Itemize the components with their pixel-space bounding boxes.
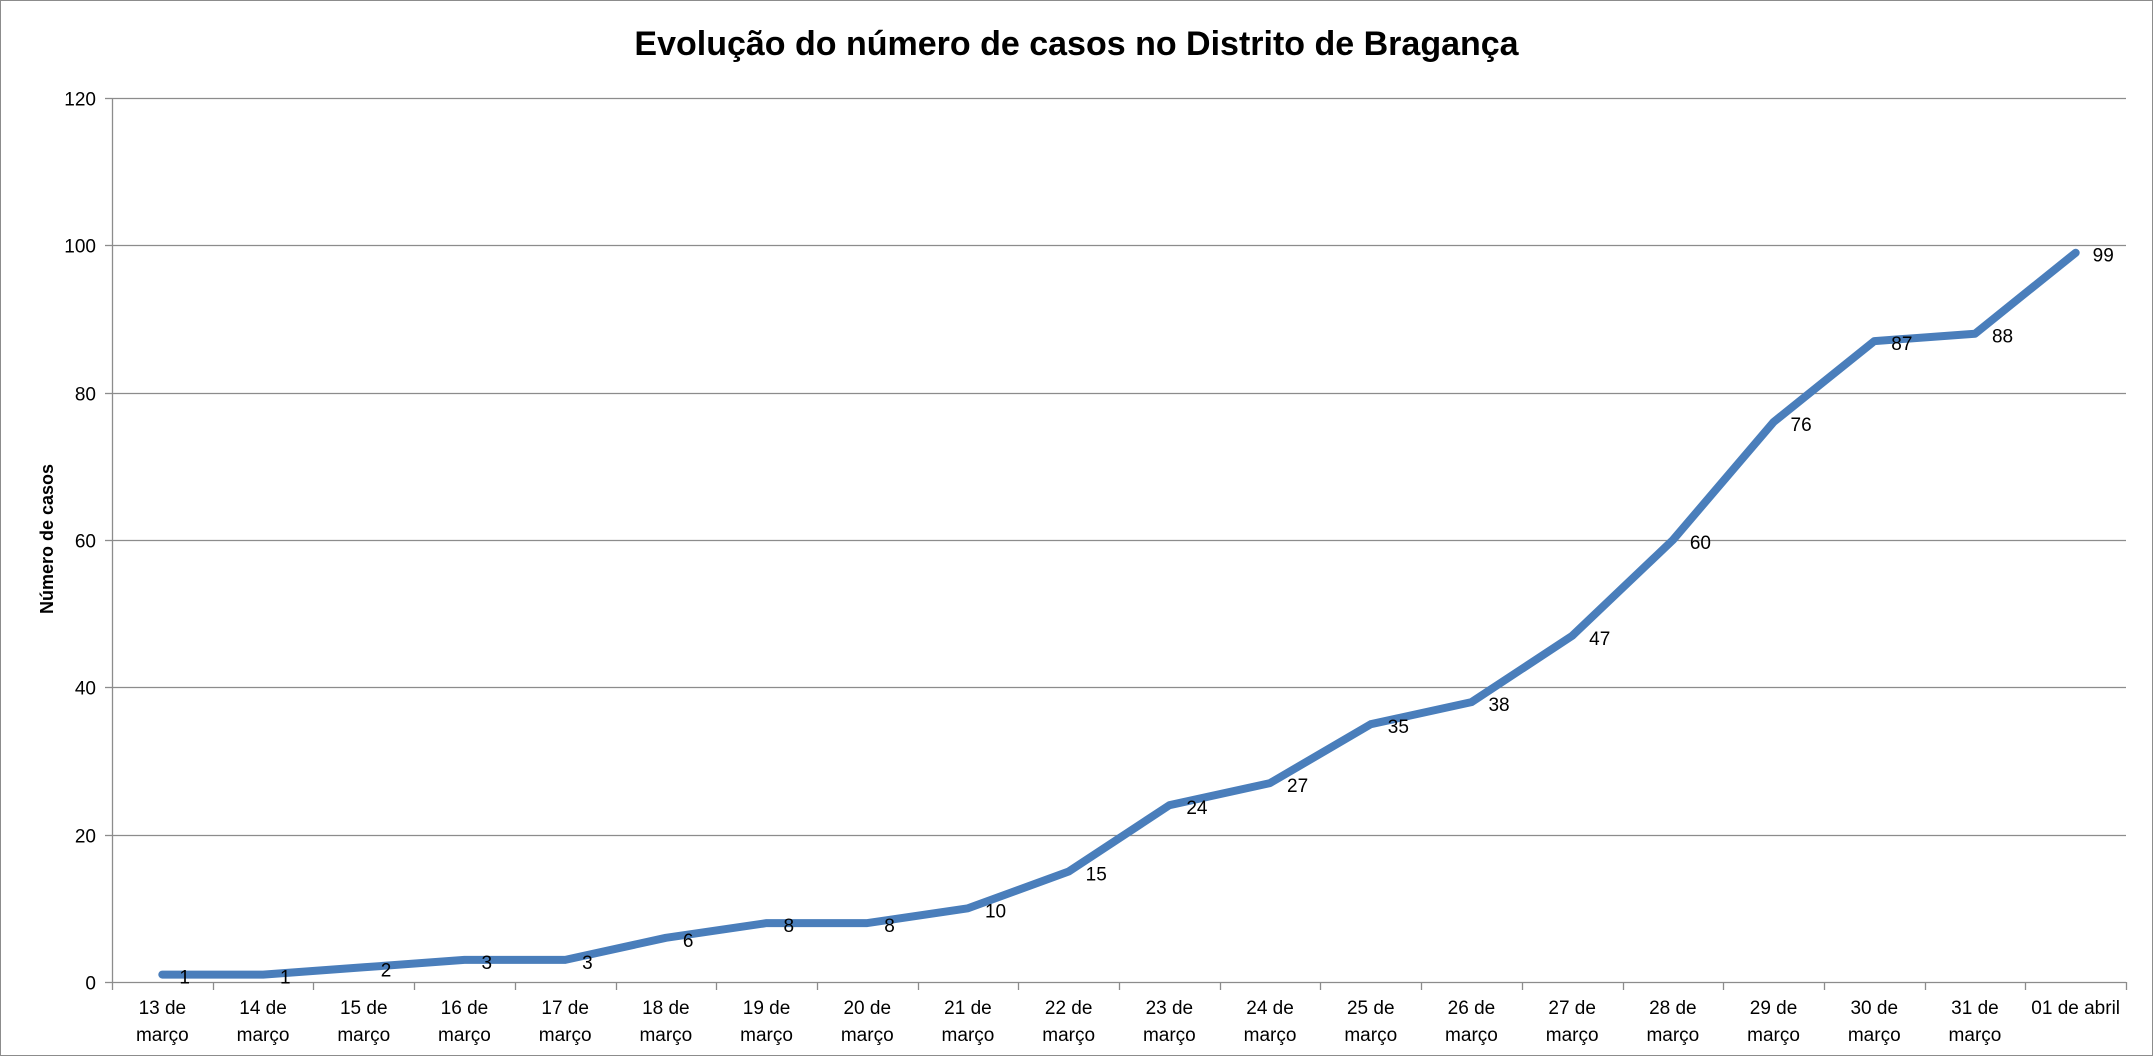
x-tick-label: 29 de: [1750, 998, 1798, 1019]
x-tick-label: março: [539, 1025, 592, 1046]
x-tick-label: 17 de: [541, 998, 589, 1019]
data-label: 99: [2093, 246, 2114, 267]
y-tick-label: 20: [75, 827, 96, 848]
x-tick-label: 19 de: [743, 998, 791, 1019]
x-tick-label: 28 de: [1649, 998, 1697, 1019]
x-tick-label: março: [438, 1025, 491, 1046]
data-label: 8: [784, 916, 795, 937]
series-line-0: [158, 248, 2080, 979]
x-tick-label: 26 de: [1448, 998, 1496, 1019]
x-tick-label: março: [1244, 1025, 1297, 1046]
x-tick-label: 21 de: [944, 998, 992, 1019]
x-tick-label: março: [740, 1025, 793, 1046]
data-label: 15: [1086, 865, 1107, 886]
y-tick-label: 0: [85, 974, 96, 995]
x-tick-label: março: [1646, 1025, 1699, 1046]
y-tick-label: 60: [75, 532, 96, 553]
data-label: 10: [985, 901, 1006, 922]
x-tick-label: março: [237, 1025, 290, 1046]
data-label: 88: [1992, 327, 2013, 348]
data-label: 6: [683, 931, 694, 952]
y-axis-title: Número de casos: [37, 464, 57, 614]
x-tick-label: março: [1949, 1025, 2002, 1046]
x-tick-label: março: [1445, 1025, 1498, 1046]
x-tick-label: 18 de: [642, 998, 690, 1019]
x-tick-label: 01 de abril: [2031, 998, 2120, 1019]
x-tick-label: 15 de: [340, 998, 388, 1019]
y-tick-label: 80: [75, 385, 96, 406]
x-tick-labels: 13 de março 14 de março 15 de março 16 de março…: [136, 998, 2120, 1046]
axes: [105, 97, 2128, 990]
x-tick-label: março: [1143, 1025, 1196, 1046]
x-tick-label: 25 de: [1347, 998, 1395, 1019]
data-label: 47: [1589, 629, 1610, 650]
data-label: 27: [1287, 776, 1308, 797]
y-tick-label: 120: [64, 90, 96, 111]
data-label: 3: [481, 953, 492, 974]
x-tick-label: março: [337, 1025, 390, 1046]
x-tick-label: 16 de: [441, 998, 489, 1019]
chart-title: Evolução do número de casos no Distrito …: [634, 25, 1519, 63]
y-tick-label: 40: [75, 679, 96, 700]
x-tick-label: 24 de: [1246, 998, 1294, 1019]
y-tick-label: 100: [64, 237, 96, 258]
data-label: 3: [582, 953, 593, 974]
x-tick-label: março: [1042, 1025, 1095, 1046]
gridlines: [112, 97, 2126, 837]
data-label: 35: [1388, 717, 1409, 738]
x-tick-label: 30 de: [1850, 998, 1898, 1019]
y-tick-labels: 0 20 40 60 80 100 120: [64, 90, 96, 995]
x-tick-label: 22 de: [1045, 998, 1093, 1019]
data-label: 38: [1488, 695, 1509, 716]
x-tick-label: 13 de: [139, 998, 187, 1019]
x-tick-label: março: [841, 1025, 894, 1046]
x-tick-label: março: [1848, 1025, 1901, 1046]
data-label: 1: [179, 968, 190, 989]
data-label: 87: [1891, 334, 1912, 355]
x-tick-label: 31 de: [1951, 998, 1999, 1019]
x-tick-label: 23 de: [1146, 998, 1194, 1019]
x-tick-label: março: [639, 1025, 692, 1046]
data-label: 24: [1186, 798, 1208, 819]
x-tick-label: março: [1546, 1025, 1599, 1046]
data-label: 8: [884, 916, 895, 937]
x-tick-label: 20 de: [843, 998, 891, 1019]
data-label: 1: [280, 968, 291, 989]
data-label: 60: [1690, 533, 1711, 554]
x-tick-label: 27 de: [1548, 998, 1596, 1019]
data-label: 2: [381, 960, 392, 981]
series-lines: [158, 248, 2080, 979]
x-tick-label: março: [1747, 1025, 1800, 1046]
data-label: 76: [1791, 415, 1812, 436]
x-tick-label: 14 de: [239, 998, 287, 1019]
x-tick-label: março: [942, 1025, 995, 1046]
x-tick-label: março: [1344, 1025, 1397, 1046]
x-tick-label: março: [136, 1025, 189, 1046]
